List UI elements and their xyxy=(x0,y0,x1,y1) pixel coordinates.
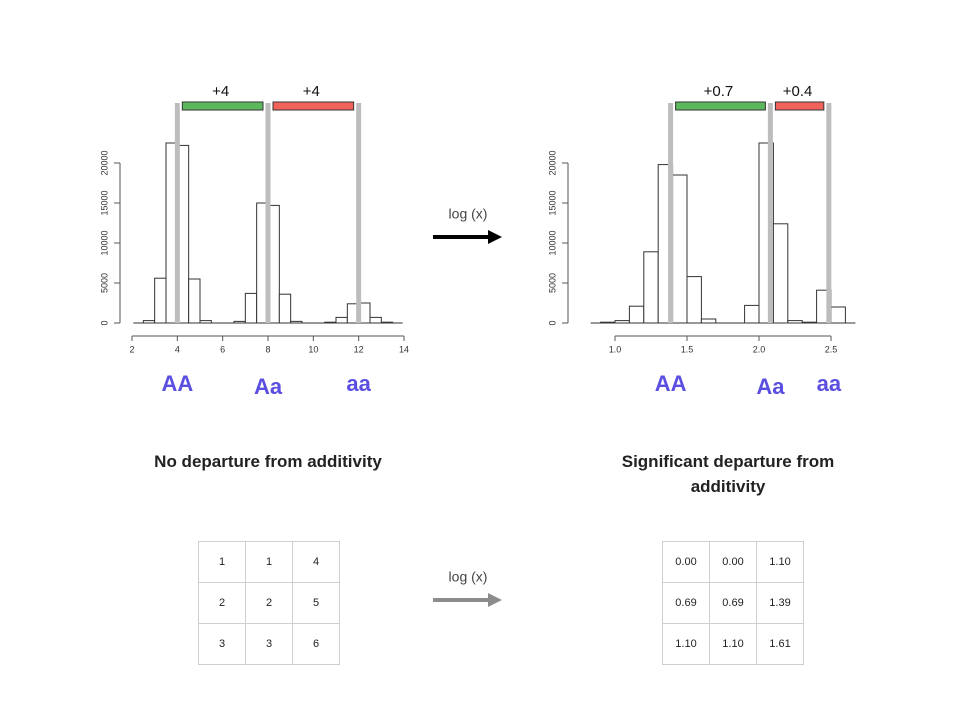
increment-bar xyxy=(272,101,355,111)
arrow-head xyxy=(488,230,502,244)
x-tick-label: 8 xyxy=(265,344,270,354)
y-tick-label: 15000 xyxy=(99,190,109,215)
table-cell: 1 xyxy=(245,541,293,583)
y-tick-label: 0 xyxy=(547,320,557,325)
table-cell: 0.69 xyxy=(662,582,710,624)
table-cell: 5 xyxy=(292,582,340,624)
table-cell: 2 xyxy=(198,582,246,624)
table-row: 0.69 0.69 1.39 xyxy=(662,582,804,624)
x-tick-label: 2.0 xyxy=(753,344,766,354)
table-cell: 4 xyxy=(292,541,340,583)
table-cell: 0.00 xyxy=(709,541,757,583)
table-cell: 0.00 xyxy=(662,541,710,583)
table-cell: 0.69 xyxy=(709,582,757,624)
table-cell: 1.39 xyxy=(756,582,804,624)
group-label: AA xyxy=(161,371,193,396)
x-tick-label: 10 xyxy=(308,344,318,354)
bar xyxy=(154,277,167,324)
caption: No departure from additivity xyxy=(154,452,382,471)
x-tick-label: 14 xyxy=(399,344,409,354)
value-table: 0.00 0.00 1.10 0.69 0.69 1.39 1.10 1.10 1.61 xyxy=(662,541,804,665)
increment-bar xyxy=(774,101,825,111)
x-tick-label: 4 xyxy=(175,344,180,354)
table-cell: 3 xyxy=(198,623,246,665)
group-label: aa xyxy=(346,371,371,396)
y-tick-label: 0 xyxy=(99,320,109,325)
arrow-head xyxy=(488,593,502,607)
x-tick-label: 1.5 xyxy=(681,344,694,354)
bar xyxy=(643,251,659,324)
bar xyxy=(830,306,846,324)
y-tick-label: 5000 xyxy=(99,273,109,293)
table-cell: 1 xyxy=(198,541,246,583)
y-tick-label: 20000 xyxy=(547,150,557,175)
increment-label: +0.7 xyxy=(704,83,734,100)
bar xyxy=(628,305,645,324)
x-tick-label: 1.0 xyxy=(609,344,622,354)
increment-label: +4 xyxy=(303,83,320,100)
bar xyxy=(244,292,258,324)
y-tick-label: 5000 xyxy=(547,273,557,293)
x-tick-label: 12 xyxy=(354,344,364,354)
group-label: Aa xyxy=(756,374,785,399)
bar xyxy=(744,304,760,324)
bar xyxy=(672,174,688,324)
increment-bar xyxy=(675,101,766,111)
y-tick-label: 10000 xyxy=(547,230,557,255)
x-tick-label: 2 xyxy=(129,344,134,354)
x-tick-label: 6 xyxy=(220,344,225,354)
y-tick-label: 15000 xyxy=(547,190,557,215)
arrow-label: log (x) xyxy=(449,569,488,585)
bar xyxy=(772,223,789,324)
bar xyxy=(369,316,382,324)
bar xyxy=(686,276,702,324)
y-tick-label: 10000 xyxy=(99,230,109,255)
table-row: 1.10 1.10 1.61 xyxy=(662,623,804,665)
bar xyxy=(700,318,717,324)
y-tick-label: 20000 xyxy=(99,150,109,175)
increment-label: +4 xyxy=(212,83,229,100)
x-tick-label: 2.5 xyxy=(825,344,838,354)
table-cell: 1.10 xyxy=(756,541,804,583)
table-cell: 6 xyxy=(292,623,340,665)
increment-bar xyxy=(181,101,264,111)
bar xyxy=(278,293,292,324)
table-cell: 1.61 xyxy=(756,623,804,665)
increment-label: +0.4 xyxy=(783,83,813,100)
bar xyxy=(188,278,201,324)
table-cell: 1.10 xyxy=(662,623,710,665)
table-cell: 1.10 xyxy=(709,623,757,665)
arrow-label: log (x) xyxy=(449,206,488,222)
bar xyxy=(335,316,348,324)
table-cell: 3 xyxy=(245,623,293,665)
group-label: Aa xyxy=(254,374,283,399)
table-cell: 2 xyxy=(245,582,293,624)
group-label: AA xyxy=(655,371,687,396)
table-row: 0.00 0.00 1.10 xyxy=(662,541,804,583)
caption: Significant departure from additivity xyxy=(621,452,835,496)
group-label: aa xyxy=(817,371,842,396)
